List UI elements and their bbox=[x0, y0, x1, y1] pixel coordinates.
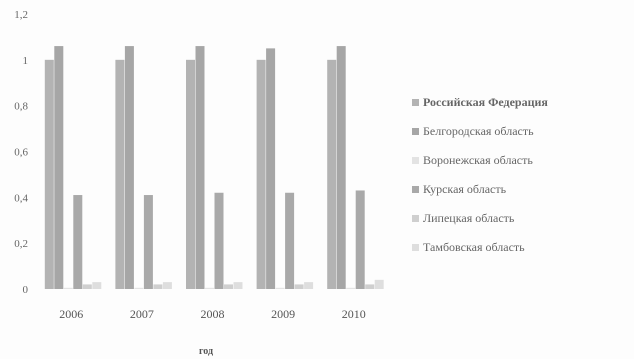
bar-2010-5 bbox=[365, 284, 375, 289]
x-tick-label: 2006 bbox=[59, 307, 83, 321]
legend-swatch bbox=[412, 127, 419, 135]
y-tick-label: 1 bbox=[23, 55, 29, 67]
bar-2009-5 bbox=[294, 284, 304, 289]
legend-label: Воронежская область bbox=[423, 152, 533, 167]
legend-item: Российская Федерация bbox=[412, 92, 627, 112]
bar-2008-4 bbox=[214, 192, 224, 289]
bar-2008-3 bbox=[205, 287, 214, 289]
x-axis-labels: 2006 2007 2008 2009 2010 bbox=[59, 307, 365, 321]
y-tick-label: 0,2 bbox=[14, 238, 28, 250]
legend-swatch bbox=[412, 214, 419, 222]
legend-item: Тамбовская область bbox=[412, 237, 627, 257]
bar-2007-4 bbox=[143, 195, 153, 289]
y-tick-label: 0 bbox=[23, 284, 29, 296]
bar-2008-2 bbox=[195, 46, 205, 290]
bar-2007-5 bbox=[153, 284, 163, 289]
legend-swatch bbox=[412, 156, 419, 164]
legend-label: Белгородская область bbox=[423, 123, 534, 138]
legend-label: Тамбовская область bbox=[423, 239, 525, 254]
legend-item: Курская область bbox=[412, 179, 627, 199]
bar-2009-3 bbox=[275, 287, 285, 289]
y-tick-label: 0,8 bbox=[14, 101, 28, 113]
y-tick-label: 0,6 bbox=[14, 147, 28, 159]
legend-item: Белгородская область bbox=[412, 121, 627, 141]
legend-item: Воронежская область bbox=[412, 150, 627, 170]
legend-label: Российская Федерация bbox=[423, 94, 548, 109]
x-tick-label: 2010 bbox=[342, 307, 366, 321]
bar-2010-2 bbox=[336, 46, 346, 290]
bar-2010-4 bbox=[355, 190, 365, 289]
bar-2006-2 bbox=[54, 46, 64, 290]
bar-2007-6 bbox=[162, 282, 172, 289]
y-tick-label: 1,2 bbox=[14, 9, 28, 21]
bar-2009-2 bbox=[266, 48, 276, 289]
bar-2006-3 bbox=[63, 287, 73, 289]
legend-swatch bbox=[412, 98, 419, 106]
bar-2009-6 bbox=[304, 282, 314, 289]
bar-2008-5 bbox=[224, 284, 233, 289]
bar-2007-3 bbox=[134, 287, 144, 289]
legend-item: Липецкая область bbox=[412, 208, 627, 228]
bar-2010-6 bbox=[374, 279, 384, 289]
bar-2010-3 bbox=[346, 287, 356, 289]
bar-2006-5 bbox=[82, 284, 92, 289]
bar-2008-6 bbox=[233, 282, 243, 289]
x-tick-label: 2008 bbox=[201, 307, 225, 321]
bars bbox=[44, 46, 384, 290]
bar-2006-1 bbox=[44, 59, 54, 290]
legend: Российская Федерация Белгородская область… bbox=[412, 92, 627, 266]
x-tick-label: 2009 bbox=[271, 307, 295, 321]
x-axis-title: год bbox=[199, 346, 213, 357]
bar-2007-2 bbox=[124, 46, 134, 290]
bar-2008-1 bbox=[186, 59, 195, 290]
x-tick-label: 2007 bbox=[130, 307, 154, 321]
bar-2010-1 bbox=[327, 59, 337, 290]
bar-2006-6 bbox=[92, 282, 102, 289]
y-tick-label: 0,4 bbox=[14, 192, 28, 204]
legend-label: Курская область bbox=[423, 181, 507, 196]
bar-2007-1 bbox=[115, 59, 125, 290]
legend-swatch bbox=[412, 243, 419, 251]
bar-2009-4 bbox=[285, 192, 295, 289]
legend-swatch bbox=[412, 185, 419, 193]
y-axis-ticks: 0 0,2 0,4 0,6 0,8 1 1,2 bbox=[14, 9, 28, 296]
legend-label: Липецкая область bbox=[423, 210, 515, 225]
bar-2009-1 bbox=[256, 59, 266, 290]
bar-2006-4 bbox=[73, 195, 83, 289]
